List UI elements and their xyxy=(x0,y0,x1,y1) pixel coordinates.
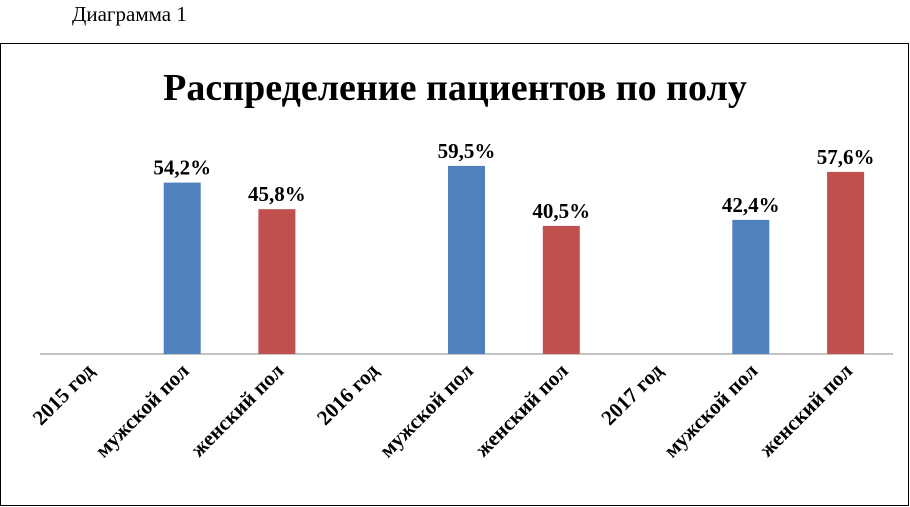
category-label-3: 2016 год xyxy=(312,358,384,430)
data-labels-group: 54,2% 45,8% 59,5% 40,5% 42,4% 57,6% xyxy=(153,139,874,223)
category-label-5: женский пол xyxy=(470,358,573,461)
bar-1 xyxy=(163,182,201,354)
bar-8 xyxy=(827,171,865,354)
data-label-8: 57,6% xyxy=(817,145,875,169)
bar-5 xyxy=(542,225,580,354)
category-label-0: 2015 год xyxy=(28,358,100,430)
bar-7 xyxy=(732,219,770,354)
category-label-7: мужской пол xyxy=(659,358,763,462)
data-label-2: 45,8% xyxy=(248,182,306,206)
category-label-8: женский пол xyxy=(754,358,857,461)
figure-caption: Диаграмма 1 xyxy=(72,2,187,26)
bar-2 xyxy=(258,209,296,354)
data-label-1: 54,2% xyxy=(153,156,211,180)
bars-group xyxy=(163,165,865,354)
chart-title: Распределение пациентов по полу xyxy=(163,67,747,109)
category-label-1: мужской пол xyxy=(90,358,194,462)
data-label-5: 40,5% xyxy=(532,199,590,223)
data-label-7: 42,4% xyxy=(722,193,780,217)
category-label-4: мужской пол xyxy=(374,358,478,462)
bar-4 xyxy=(448,165,485,354)
data-label-4: 59,5% xyxy=(438,139,496,163)
category-label-6: 2017 год xyxy=(596,358,668,430)
category-label-2: женский пол xyxy=(186,358,289,461)
